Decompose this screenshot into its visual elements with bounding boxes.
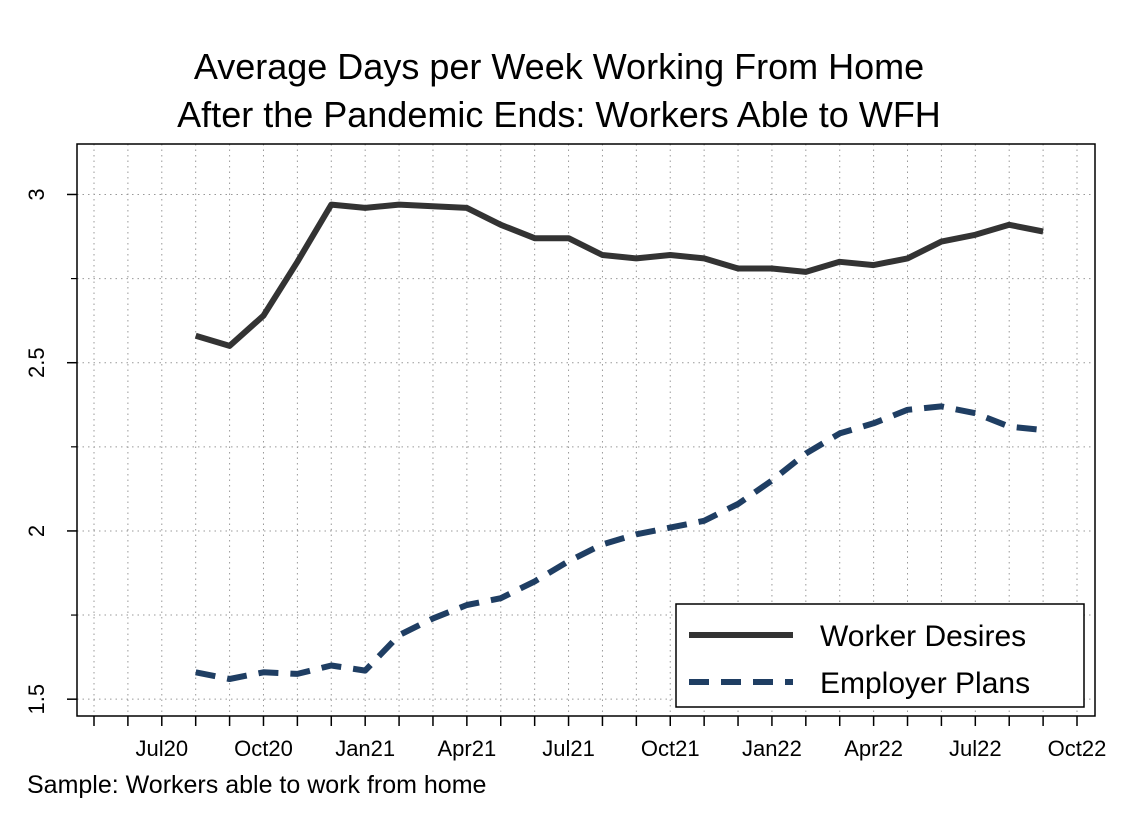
- x-tick-label: Jan22: [742, 736, 802, 761]
- x-tick-label: Oct20: [234, 736, 293, 761]
- chart-title-line-1: Average Days per Week Working From Home: [194, 46, 924, 87]
- x-tick-label: Apr22: [844, 736, 903, 761]
- x-tick-label: Oct21: [641, 736, 700, 761]
- x-tick-label: Jan21: [335, 736, 395, 761]
- y-tick-label: 2.5: [24, 347, 49, 378]
- footnote: Sample: Workers able to work from home: [27, 771, 487, 799]
- series-group: [194, 201, 1044, 682]
- y-tick-label: 3: [24, 188, 49, 200]
- legend-label: Employer Plans: [820, 667, 1030, 700]
- x-tick-label: Jul21: [542, 736, 595, 761]
- x-tick-label: Jul22: [949, 736, 1002, 761]
- series-line-employer-plans: [195, 403, 1044, 682]
- x-tick-label: Jul20: [135, 736, 188, 761]
- chart-title-line-2: After the Pandemic Ends: Workers Able to…: [177, 94, 941, 135]
- plot-frame: [76, 143, 1096, 717]
- legend: Worker Desires Employer Plans: [675, 603, 1085, 708]
- legend-box: [675, 603, 1085, 708]
- axes: 1.5 2 2.5 3 Jul20 Oct20 Jan21 Apr21 Jul21 Oct21 Ja…: [24, 188, 1106, 761]
- x-tick-label: Oct22: [1048, 736, 1107, 761]
- series-line-worker-desires: [194, 201, 1044, 349]
- x-tick-label: Apr21: [438, 736, 497, 761]
- y-tick-label: 2: [24, 525, 49, 537]
- legend-label: Worker Desires: [820, 620, 1026, 653]
- y-tick-label: 1.5: [24, 684, 49, 715]
